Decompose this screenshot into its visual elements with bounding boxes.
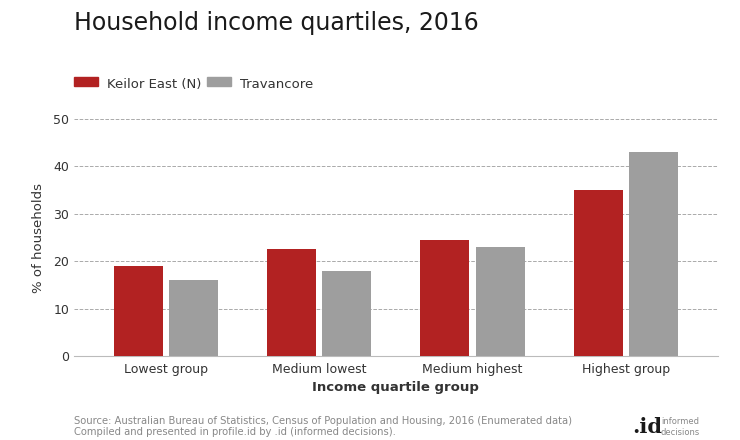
Bar — [420, 240, 469, 356]
Y-axis label: % of households: % of households — [32, 183, 45, 293]
Text: informed
decisions: informed decisions — [661, 417, 700, 436]
Text: .id: .id — [633, 417, 663, 437]
Bar — [629, 152, 678, 356]
Text: Keilor East (N): Keilor East (N) — [107, 78, 201, 92]
Bar — [267, 249, 316, 356]
Text: Income quartile group: Income quartile group — [312, 381, 480, 394]
Text: Household income quartiles, 2016: Household income quartiles, 2016 — [74, 11, 479, 35]
Bar — [476, 247, 525, 356]
Bar — [169, 280, 218, 356]
Text: Travancore: Travancore — [240, 78, 313, 92]
Bar — [114, 266, 163, 356]
Bar — [574, 190, 623, 356]
Text: Source: Australian Bureau of Statistics, Census of Population and Housing, 2016 : Source: Australian Bureau of Statistics,… — [74, 416, 572, 437]
Bar — [323, 271, 371, 356]
